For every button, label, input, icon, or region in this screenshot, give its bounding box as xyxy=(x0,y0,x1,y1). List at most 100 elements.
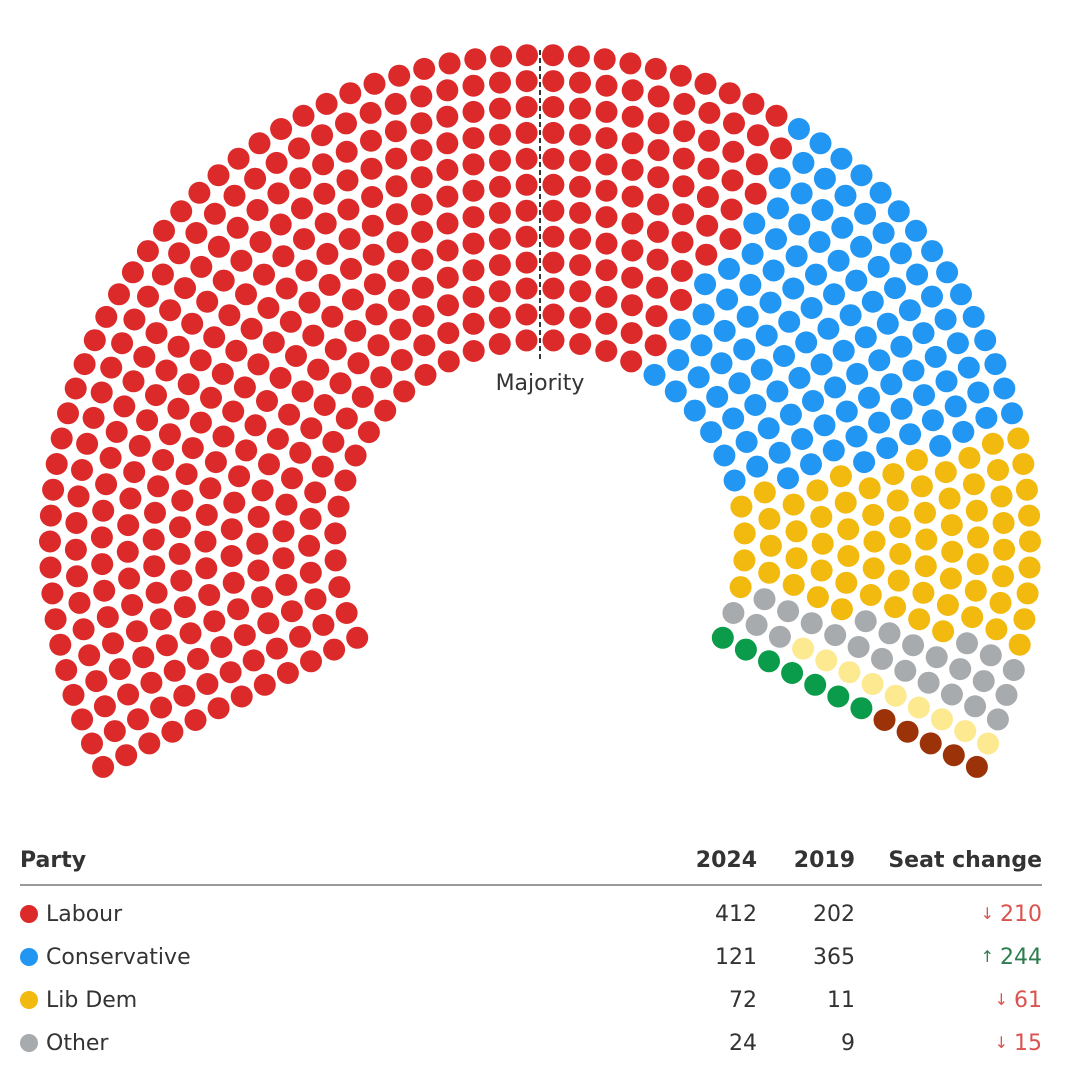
seat-labour xyxy=(490,45,513,68)
seat-labour xyxy=(138,732,161,755)
seat-conservative xyxy=(823,283,845,306)
seat-other xyxy=(954,720,977,743)
seat-conservative xyxy=(830,147,853,170)
seat-labour xyxy=(145,384,167,407)
seat-labour xyxy=(672,147,695,170)
seat-labour xyxy=(265,151,288,174)
table-row: Other 24 9 ↓ 15 xyxy=(20,1023,1042,1066)
seat-lib-dem xyxy=(858,477,881,500)
seat-conservative xyxy=(936,261,959,284)
seat-lib-dem xyxy=(758,507,781,530)
seat-conservative xyxy=(974,329,997,352)
seat-conservative xyxy=(778,310,801,333)
seat-conservative xyxy=(846,362,869,385)
seat-labour xyxy=(170,569,193,592)
seat-conservative xyxy=(668,318,691,341)
seat-conservative xyxy=(899,423,922,446)
seat-conservative xyxy=(750,358,773,381)
seat-labour xyxy=(71,459,93,481)
seat-conservative xyxy=(741,242,764,265)
seat-labour xyxy=(100,356,123,379)
seat-labour xyxy=(227,147,250,170)
seat-conservative xyxy=(805,263,827,286)
seat-labour xyxy=(742,92,765,115)
seat-labour xyxy=(298,291,321,314)
seat-labour xyxy=(251,479,274,502)
seat-lib-dem xyxy=(966,553,989,576)
seat-change: ↑ 244 xyxy=(981,945,1042,970)
seat-labour xyxy=(367,334,390,357)
seat-conservative xyxy=(853,451,876,474)
seat-labour xyxy=(387,259,410,282)
seat-labour xyxy=(621,239,644,262)
seat-labour xyxy=(362,243,385,266)
seat-lib-dem xyxy=(729,576,752,599)
seat-labour xyxy=(203,610,226,633)
seat-labour xyxy=(593,48,616,71)
seat-labour xyxy=(385,203,408,226)
seat-labour xyxy=(328,576,351,599)
seat-labour xyxy=(437,294,459,317)
seat-labour xyxy=(226,216,249,239)
seat-other xyxy=(986,708,1009,731)
seat-conservative xyxy=(808,231,831,253)
seat-labour xyxy=(278,403,301,426)
seat-labour xyxy=(672,175,695,198)
seat-labour xyxy=(569,201,592,224)
seat-labour xyxy=(90,526,113,549)
seat-labour xyxy=(143,555,166,578)
seat-other xyxy=(878,622,901,645)
seat-labour xyxy=(329,372,352,395)
seat-labour xyxy=(65,512,88,534)
seat-labour xyxy=(266,428,289,450)
seat-conservative xyxy=(810,353,833,376)
seat-labour xyxy=(413,57,436,80)
seat-lib-dem xyxy=(806,586,829,609)
seat-labour xyxy=(515,70,538,93)
seat-labour xyxy=(212,425,235,448)
seat-change-value: 15 xyxy=(1014,1031,1042,1056)
seat-labour xyxy=(117,514,140,537)
seat-labour xyxy=(312,153,335,176)
seat-labour xyxy=(314,212,337,235)
seat-conservative xyxy=(690,334,713,357)
seat-lib-dem xyxy=(985,618,1008,641)
seat-labour xyxy=(436,132,459,155)
seat-labour xyxy=(275,493,298,516)
seat-labour xyxy=(436,79,459,102)
seat-labour xyxy=(222,400,245,423)
seat-lib-dem xyxy=(889,542,912,565)
seat-conservative xyxy=(872,222,895,244)
seat-change-value: 210 xyxy=(1000,902,1042,927)
seats-2024: 121 xyxy=(715,945,757,970)
seat-conservative xyxy=(876,437,899,460)
seat-labour xyxy=(72,618,95,641)
seat-labour xyxy=(272,520,295,543)
seat-other xyxy=(861,673,884,695)
seat-labour xyxy=(223,184,246,207)
seat-labour xyxy=(145,581,168,604)
seat-labour xyxy=(746,124,769,147)
seat-labour xyxy=(175,463,198,486)
seat-conservative xyxy=(898,299,921,322)
seat-labour xyxy=(515,96,538,118)
results-table: Party 2024 2019 Seat change Labour 412 2… xyxy=(20,840,1042,1066)
seat-conservative xyxy=(962,305,985,328)
seat-lib-dem xyxy=(886,489,909,512)
seat-labour xyxy=(384,92,407,115)
seat-labour xyxy=(170,200,193,223)
seat-labour xyxy=(488,280,511,303)
seat-conservative xyxy=(845,269,868,292)
seat-labour xyxy=(189,411,212,434)
seats-2024: 24 xyxy=(729,1031,757,1056)
parliament-chart: Majority xyxy=(39,44,1041,778)
seat-other xyxy=(965,755,988,778)
seat-labour xyxy=(257,297,280,319)
seat-labour xyxy=(413,334,436,357)
seat-conservative xyxy=(935,370,958,393)
party-name: Lib Dem xyxy=(46,988,138,1013)
seat-labour xyxy=(121,261,144,284)
seat-labour xyxy=(249,231,272,253)
seat-labour xyxy=(515,199,538,222)
seat-labour xyxy=(184,709,207,731)
